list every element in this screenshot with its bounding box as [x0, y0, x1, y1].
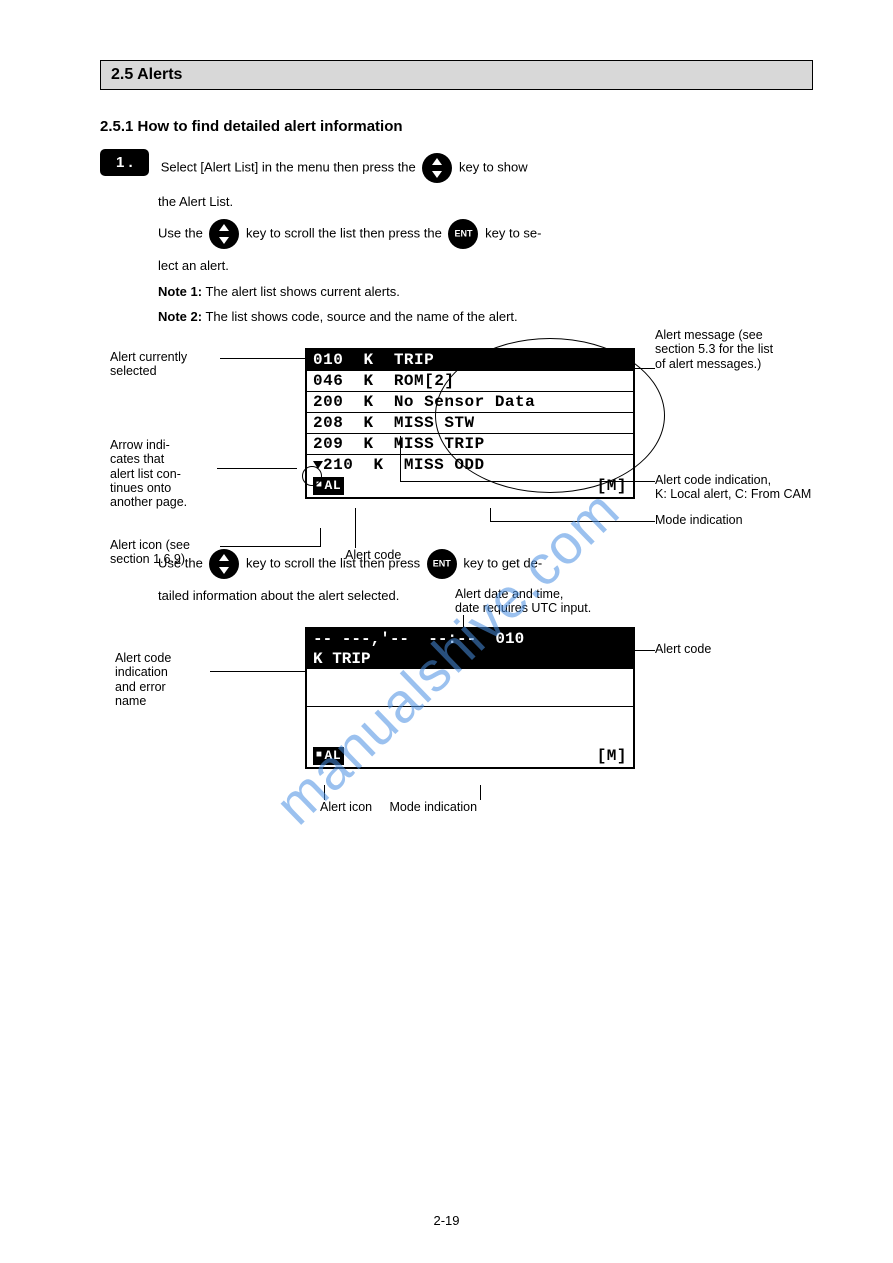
continue-arrow-icon — [313, 461, 323, 469]
step1-line3b: key to scroll the list then press the — [246, 226, 445, 241]
lcd2-row1: -- ---,'-- --:-- 010 — [307, 629, 633, 649]
lcd1-row-5: 210 K MISS ODD — [307, 455, 633, 475]
callout-icon: Alert icon (seesection 1.6.9) — [110, 538, 225, 567]
lcd1-footer: AL [M] — [307, 475, 633, 497]
lcd2-mode: [M] — [597, 747, 627, 765]
lcd2-footer: AL [M] — [307, 745, 633, 767]
callout-datetime: Alert date and time,date requires UTC in… — [455, 587, 655, 616]
updown-icon — [209, 219, 239, 249]
callout-code2: Alert code — [655, 642, 735, 656]
page-number: 2-19 — [0, 1213, 893, 1228]
section-header-text: 2.5 Alerts — [111, 66, 182, 83]
section-header-bar: 2.5 Alerts — [100, 60, 813, 90]
step1-line1a: Select [Alert List] in the menu then pre… — [161, 159, 420, 174]
lcd-screen-2-wrap: Alert date and time,date requires UTC in… — [305, 627, 635, 769]
subsection-title: 2.5.1 How to find detailed alert informa… — [100, 118, 813, 135]
lcd1-row-2: 200 K No Sensor Data — [307, 392, 633, 413]
lcd1-mode: [M] — [597, 477, 627, 495]
step-1: 1 . Select [Alert List] in the menu then… — [100, 149, 813, 183]
callout-arrow: Arrow indi-cates thatalert list con-tinu… — [110, 438, 220, 510]
ent-icon: ENT — [448, 219, 478, 249]
lcd1-row-3: 208 K MISS STW — [307, 413, 633, 434]
step1-line4: lect an alert. — [100, 257, 813, 275]
ent-icon: ENT — [427, 549, 457, 579]
step1-line3a: Use the — [158, 226, 206, 241]
lcd1-row-0: 010 K TRIP — [307, 350, 633, 371]
updown-icon — [209, 549, 239, 579]
lcd-screen-1: 010 K TRIP 046 K ROM[2] 200 K No Sensor … — [305, 348, 635, 499]
alert-badge-icon: AL — [313, 477, 344, 495]
step-1-text: Select [Alert List] in the menu then pre… — [161, 149, 813, 183]
note-1: Note 1: The alert list shows current ale… — [100, 283, 813, 301]
callout-selected: Alert currentlyselected — [110, 350, 225, 379]
lcd2-blank1 — [307, 669, 633, 707]
callout-bottom: Alert icon Mode indication — [320, 800, 580, 814]
callout-kc: Alert code indication,K: Local alert, C:… — [655, 473, 835, 502]
lcd-screen-1-wrap: Alert currentlyselected Alert message (s… — [305, 348, 635, 499]
lcd2-blank2 — [307, 707, 633, 745]
lcd-screen-2: -- ---,'-- --:-- 010 K TRIP AL [M] — [305, 627, 635, 769]
step2-c: key to get de- — [463, 555, 542, 570]
lcd2-row2: K TRIP — [307, 649, 633, 669]
step1-line1b: key to show — [459, 159, 528, 174]
callout-code: Alert code — [345, 548, 425, 562]
lcd1-row-1: 046 K ROM[2] — [307, 371, 633, 392]
callout-message: Alert message (seesection 5.3 for the li… — [655, 328, 815, 371]
updown-icon — [422, 153, 452, 183]
note-2: Note 2: The list shows code, source and … — [100, 308, 813, 326]
callout-mode: Mode indication — [655, 513, 775, 527]
lcd1-row-4: 209 K MISS TRIP — [307, 434, 633, 455]
callout-errorname: Alert codeindicationand errorname — [115, 651, 215, 709]
step1-line3: Use the key to scroll the list then pres… — [100, 219, 813, 249]
step1-line2: the Alert List. — [100, 193, 813, 211]
step1-line3c: key to se- — [485, 226, 541, 241]
step-number-badge: 1 . — [100, 149, 149, 176]
lcd1-row-5-text: 210 K MISS ODD — [323, 456, 485, 474]
alert-badge-icon: AL — [313, 747, 344, 765]
